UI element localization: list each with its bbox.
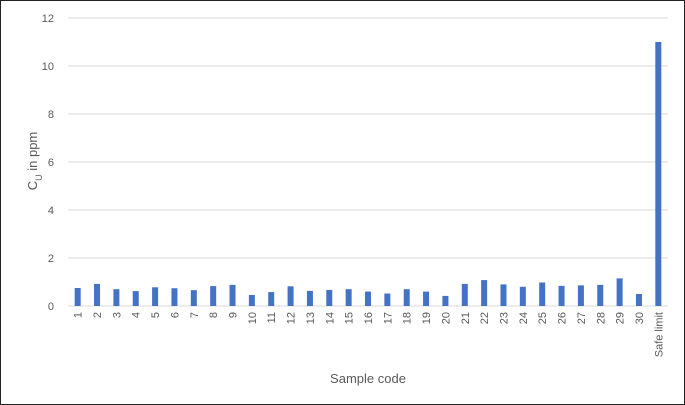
bar	[655, 42, 662, 306]
x-tick-label: 5	[150, 312, 162, 318]
x-tick-label: 28	[595, 312, 607, 324]
bar	[597, 284, 604, 306]
x-tick-label: 17	[382, 312, 394, 324]
bar	[500, 284, 507, 306]
bar	[365, 291, 371, 306]
bar	[403, 289, 410, 306]
bar	[539, 282, 546, 306]
x-tick-labels: 1 2 3 4 5 6 7 8 9 10 11 12 13 14 15 16 17 18 19 20 21 22 23 24 2…	[73, 312, 666, 357]
bar	[268, 292, 275, 306]
bar	[384, 293, 391, 306]
x-tick-label: 6	[169, 312, 181, 318]
y-tick-label: 6	[48, 157, 54, 169]
bar	[152, 287, 159, 306]
x-tick-label: 8	[208, 312, 220, 318]
bar	[461, 283, 468, 306]
bar	[248, 294, 255, 306]
x-tick-label: 16	[363, 312, 375, 324]
bar	[113, 289, 120, 306]
gridlines	[68, 17, 668, 307]
y-tick-label: 2	[48, 253, 54, 265]
x-tick-label: 4	[131, 312, 143, 318]
x-tick-label: 30	[634, 312, 646, 324]
x-tick-label: 10	[247, 312, 259, 324]
x-tick-label: 21	[460, 312, 472, 324]
bar	[558, 285, 565, 306]
x-tick-label: 9	[228, 312, 240, 318]
x-tick-label: 24	[518, 312, 530, 324]
bar	[94, 283, 101, 306]
x-tick-label: 29	[615, 312, 627, 324]
x-tick-label: 27	[576, 312, 588, 324]
x-tick-label: 14	[324, 312, 336, 324]
y-tick-label: 8	[48, 109, 54, 121]
x-tick-label: 13	[305, 312, 317, 324]
bar	[306, 290, 313, 306]
bar	[442, 295, 449, 306]
x-tick-label: 3	[111, 312, 123, 318]
bar	[171, 288, 178, 306]
bar	[190, 290, 197, 306]
bar	[577, 285, 584, 306]
bar	[519, 286, 526, 306]
x-tick-label: 15	[344, 312, 356, 324]
bar	[345, 289, 352, 306]
bar	[210, 286, 217, 306]
bar	[481, 280, 488, 306]
bar	[635, 294, 642, 306]
x-tick-label: 2	[92, 312, 104, 318]
bar	[74, 288, 81, 306]
y-tick-label: 0	[48, 301, 54, 313]
bar	[616, 278, 623, 306]
x-tick-label: 7	[189, 312, 201, 318]
x-tick-label: 20	[440, 312, 452, 324]
x-tick-label: 18	[402, 312, 414, 324]
bar	[423, 291, 430, 306]
x-tick-label: 19	[421, 312, 433, 324]
y-tick-label: 4	[48, 205, 54, 217]
bar	[132, 291, 139, 306]
bar	[326, 289, 333, 306]
x-axis-title: Sample code	[330, 371, 406, 386]
bar	[287, 286, 294, 306]
bars	[74, 42, 662, 306]
y-axis-title: CU in ppm	[25, 132, 44, 191]
x-tick-label: 1	[73, 312, 85, 318]
x-tick-label: 12	[286, 312, 298, 324]
y-tick-label: 10	[42, 61, 54, 73]
x-tick-label: 23	[498, 312, 510, 324]
bar	[229, 284, 236, 306]
y-tick-labels: 0 2 4 6 8 10 12	[42, 13, 54, 313]
x-tick-label: Safe limit	[653, 312, 665, 357]
x-tick-label: 25	[537, 312, 549, 324]
x-tick-label: 11	[266, 312, 278, 323]
x-tick-label: 22	[479, 312, 491, 324]
x-tick-label: 26	[557, 312, 569, 324]
y-tick-label: 12	[42, 13, 54, 25]
